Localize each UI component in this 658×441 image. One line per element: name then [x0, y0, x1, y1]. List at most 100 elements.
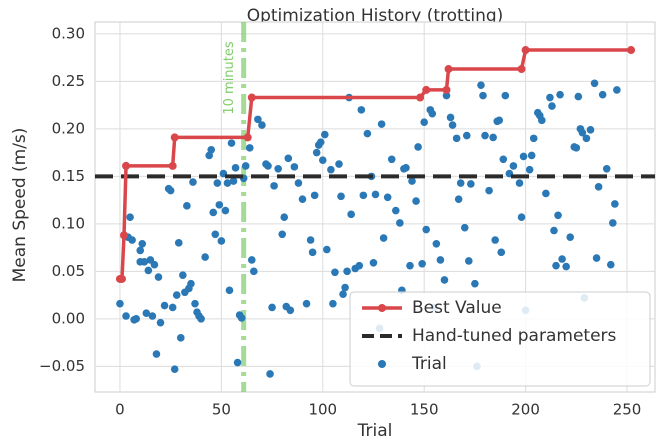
trial-point — [343, 267, 351, 276]
trial-point — [420, 118, 428, 127]
best-value-point — [120, 231, 129, 240]
trial-point — [485, 186, 493, 195]
trial-point — [254, 115, 262, 124]
trial-point — [237, 314, 246, 322]
trial-point — [321, 130, 329, 139]
best-value-point — [442, 85, 451, 94]
trial-point — [142, 309, 151, 317]
trial-point — [515, 179, 524, 187]
trial-point — [396, 219, 404, 227]
y-tick-label: 0.00 — [52, 309, 85, 327]
trial-point — [231, 164, 240, 172]
trial-point — [467, 180, 475, 188]
trial-point — [266, 370, 274, 378]
trial-point — [598, 90, 607, 99]
trial-point — [211, 230, 220, 239]
trial-point — [337, 192, 345, 201]
trial-point — [542, 189, 550, 198]
trial-point — [357, 106, 366, 114]
best-value-point — [243, 133, 252, 142]
trial-point — [442, 91, 451, 100]
best-value-point — [444, 65, 453, 74]
trial-point — [452, 134, 461, 143]
trial-point — [446, 113, 455, 122]
trial-point — [274, 164, 282, 173]
trial-point — [170, 365, 179, 374]
trial-point — [217, 237, 226, 245]
trial-point — [156, 318, 165, 327]
trial-point — [302, 299, 311, 308]
trial-point — [306, 236, 315, 244]
trial-point — [377, 120, 386, 128]
x-tick-label: 50 — [212, 401, 231, 419]
trial-point — [189, 178, 197, 186]
trial-point — [270, 182, 278, 190]
trial-point — [268, 303, 276, 312]
best-value-point — [521, 46, 530, 55]
trial-point — [132, 315, 140, 323]
trial-point — [245, 144, 254, 152]
trial-point — [548, 102, 556, 110]
trial-point — [312, 148, 321, 157]
trial-point — [554, 211, 562, 220]
trial-point — [527, 151, 536, 160]
trial-point — [387, 155, 396, 164]
trial-point — [310, 191, 319, 200]
trial-point — [250, 267, 258, 276]
trial-point — [359, 191, 368, 200]
trial-point — [258, 121, 266, 129]
trial-point — [609, 219, 617, 227]
trial-point — [318, 156, 327, 165]
trial-point — [497, 248, 506, 257]
best-value-point — [170, 133, 179, 142]
trial-point — [499, 155, 508, 164]
y-tick-label: 0.10 — [52, 214, 85, 232]
trial-point — [298, 195, 307, 203]
y-tick-label: 0.20 — [52, 119, 85, 137]
best-value-point — [416, 93, 425, 102]
trial-point — [369, 259, 378, 267]
best-value-point — [517, 65, 526, 74]
x-axis-label: Trial — [357, 421, 393, 441]
trial-point — [462, 131, 471, 140]
trial-point — [489, 133, 497, 142]
trial-point — [491, 236, 499, 244]
trial-point — [308, 248, 317, 257]
trial-point — [154, 273, 163, 281]
trial-point — [233, 358, 242, 367]
trial-point — [465, 257, 473, 265]
legend-swatch — [378, 360, 386, 368]
trial-point — [183, 202, 191, 210]
trial-point — [412, 197, 420, 205]
trial-point — [594, 183, 603, 191]
trial-point — [432, 240, 441, 248]
trial-point — [122, 312, 130, 320]
trial-point — [126, 213, 134, 222]
trial-point — [176, 334, 185, 342]
trial-point — [477, 81, 485, 89]
trial-point — [205, 151, 213, 160]
trial-point — [148, 312, 157, 320]
trial-point — [209, 208, 218, 217]
trial-point — [402, 164, 410, 172]
trial-point — [422, 225, 431, 234]
trial-point — [284, 154, 293, 163]
trial-point — [456, 179, 465, 187]
trial-point — [546, 93, 554, 102]
legend-box — [349, 291, 651, 387]
trial-point — [582, 134, 591, 143]
trial-point — [229, 177, 238, 185]
trial-point — [556, 90, 564, 99]
legend-label: Hand-tuned parameters — [412, 326, 617, 346]
trial-point — [606, 260, 615, 269]
trial-point — [479, 91, 487, 100]
trial-point — [436, 256, 445, 264]
trial-point — [152, 350, 161, 358]
trial-point — [227, 139, 236, 147]
trial-point — [213, 179, 222, 187]
trial-point — [414, 143, 422, 151]
trial-point — [602, 164, 611, 173]
trial-point — [341, 283, 349, 292]
annotation: 10 minutes — [222, 41, 237, 115]
trial-point — [355, 261, 364, 270]
